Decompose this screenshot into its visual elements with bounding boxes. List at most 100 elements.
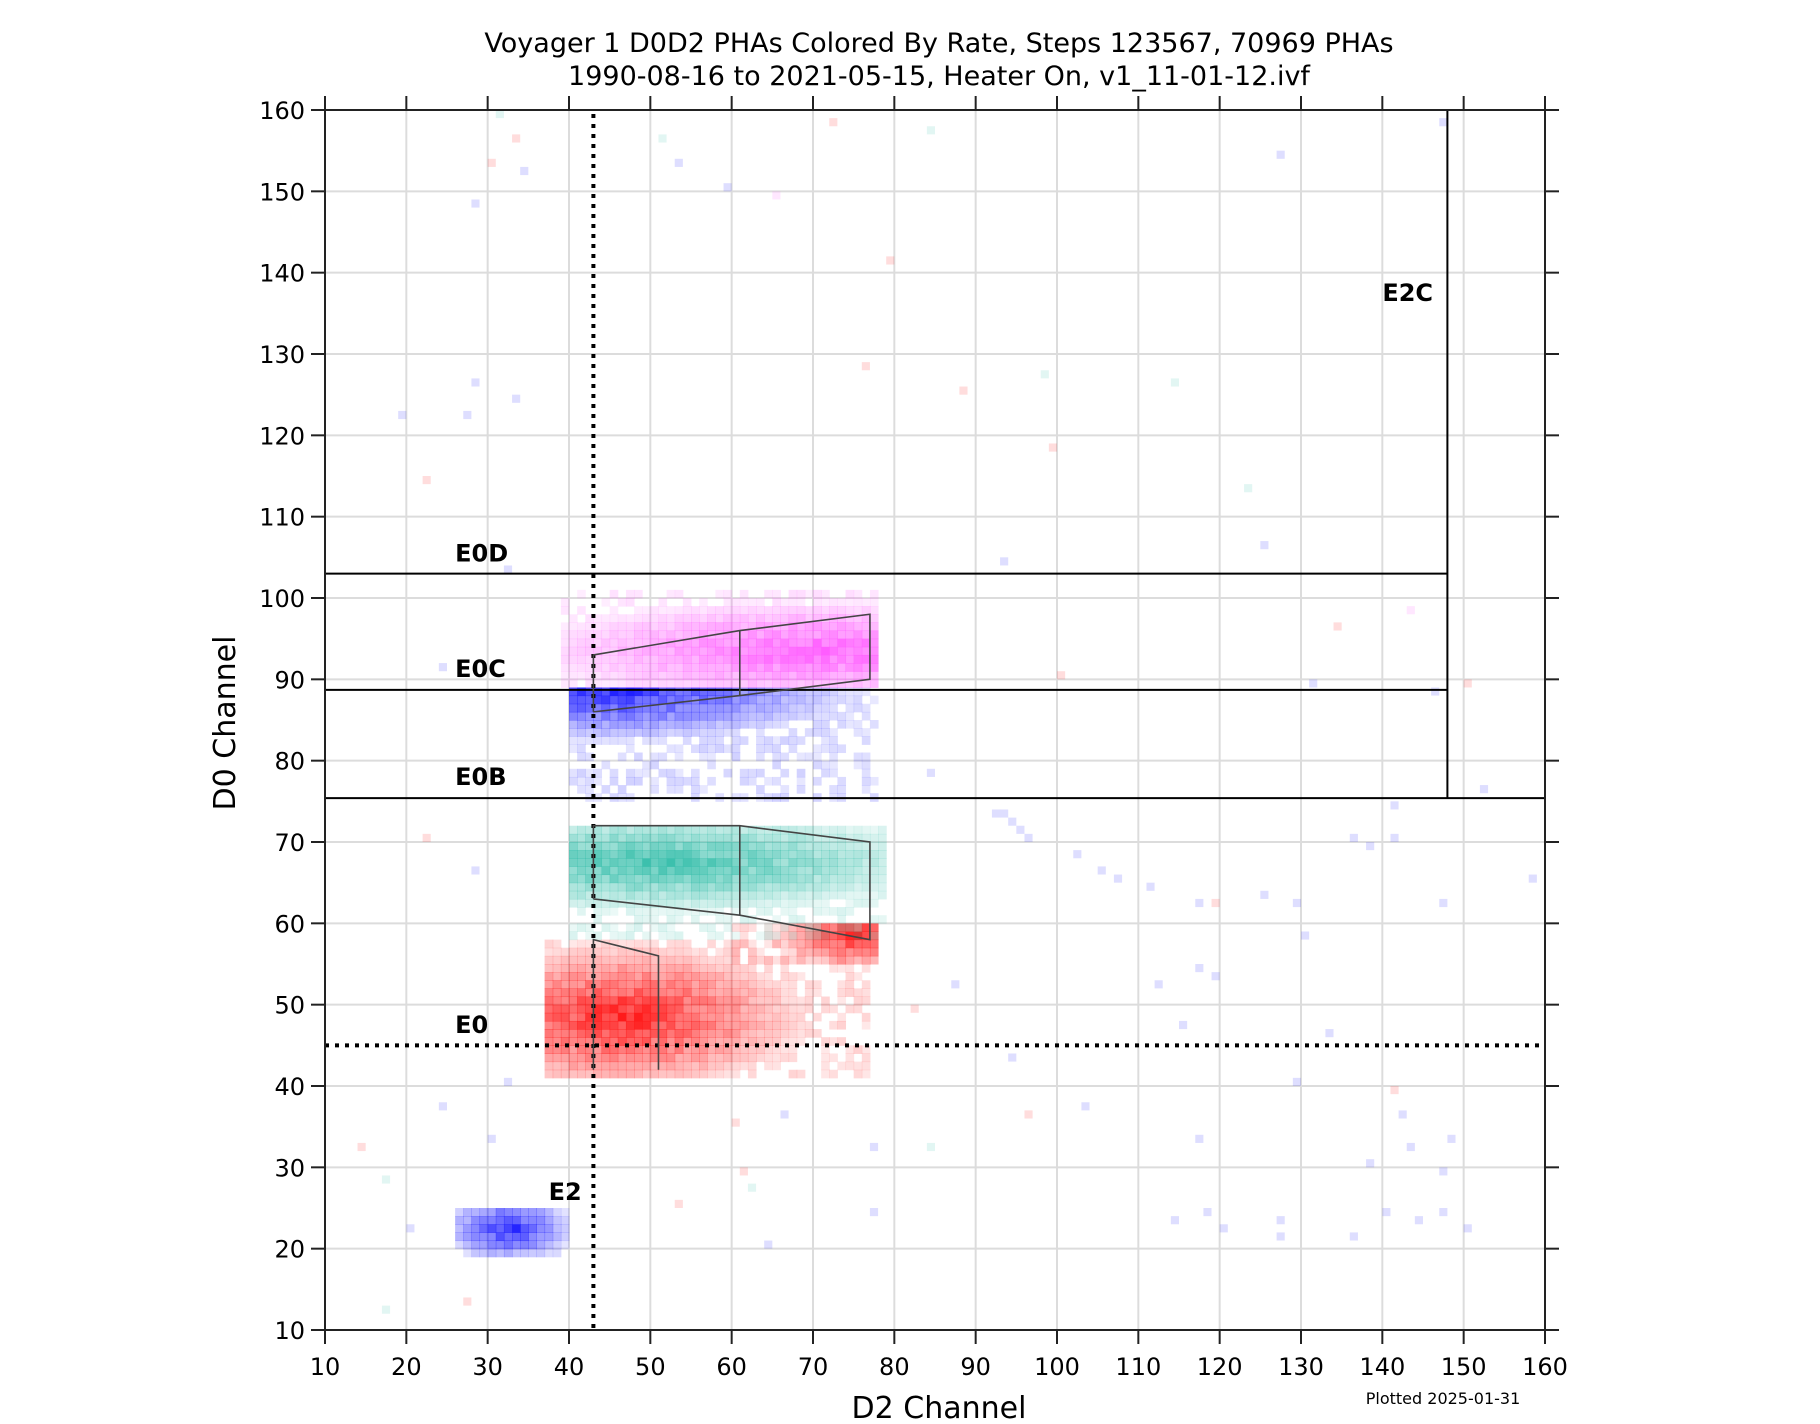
heatmap-cell <box>715 980 725 989</box>
scatter-cell <box>1170 1216 1179 1225</box>
heatmap-cell <box>577 630 586 640</box>
heatmap-cell <box>569 1053 578 1063</box>
heatmap-cell <box>569 890 578 900</box>
scatter-cell <box>1439 1208 1448 1217</box>
heatmap-cell <box>804 874 814 884</box>
heatmap-cell <box>780 955 790 965</box>
heatmap-cell <box>682 1004 692 1014</box>
heatmap-cell <box>796 947 806 957</box>
scatter-cell <box>869 1142 879 1152</box>
heatmap-cell <box>569 744 578 754</box>
heatmap-cell <box>577 638 586 648</box>
heatmap-cell <box>609 614 619 623</box>
heatmap-cell <box>853 866 863 876</box>
heatmap-cell <box>682 980 692 989</box>
heatmap-cell <box>601 842 611 851</box>
heatmap-cell <box>829 842 838 851</box>
heatmap-cell <box>813 874 822 884</box>
heatmap-cell <box>560 1053 570 1063</box>
heatmap-cell <box>634 915 643 924</box>
heatmap-cell <box>747 1069 757 1079</box>
heatmap-cell <box>601 947 611 957</box>
heatmap-cell <box>837 980 847 989</box>
heatmap-cell <box>666 776 676 786</box>
heatmap-cell <box>861 833 871 843</box>
scatter-cell <box>487 1134 496 1143</box>
heatmap-cell <box>471 1208 481 1217</box>
heatmap-cell <box>756 614 765 623</box>
heatmap-cell <box>869 646 879 656</box>
heatmap-cell <box>837 785 847 794</box>
heatmap-cell <box>658 890 668 900</box>
heatmap-cell <box>682 858 692 867</box>
heatmap-cell <box>715 850 725 859</box>
heatmap-cell <box>625 955 635 965</box>
heatmap-cell <box>837 866 847 876</box>
heatmap-cell <box>821 996 830 1006</box>
heatmap-cell <box>650 630 659 640</box>
heatmap-cell <box>682 736 692 745</box>
heatmap-cell <box>520 1208 529 1217</box>
heatmap-cell <box>821 654 830 664</box>
heatmap-cell <box>869 679 879 688</box>
heatmap-cell <box>699 1069 708 1079</box>
heatmap-cell <box>788 687 798 697</box>
heatmap-cell <box>658 646 668 656</box>
heatmap-cell <box>853 703 863 713</box>
heatmap-cell <box>756 646 765 656</box>
heatmap-cell <box>495 1248 505 1258</box>
heatmap-cell <box>747 842 757 851</box>
heatmap-cell <box>821 768 830 778</box>
heatmap-cell <box>853 833 863 843</box>
heatmap-cell <box>642 1053 651 1063</box>
heatmap-cell <box>715 630 725 640</box>
heatmap-cell <box>569 638 578 648</box>
heatmap-cell <box>666 980 676 989</box>
heatmap-cell <box>625 825 635 835</box>
heatmap-cell <box>536 1216 546 1225</box>
heatmap-cell <box>691 630 700 640</box>
heatmap-cell <box>601 720 611 729</box>
heatmap-cell <box>560 1069 570 1079</box>
heatmap-cell <box>796 890 806 900</box>
x-tick-label: 30 <box>472 1353 503 1381</box>
heatmap-cell <box>666 1029 676 1038</box>
heatmap-cell <box>772 711 781 721</box>
heatmap-cell <box>577 744 586 754</box>
heatmap-cell <box>813 638 822 648</box>
heatmap-cell <box>552 1053 562 1063</box>
y-tick-label: 50 <box>274 992 305 1020</box>
heatmap-cell <box>804 842 814 851</box>
heatmap-cell <box>569 972 578 981</box>
heatmap-cell <box>593 736 603 745</box>
heatmap-cell <box>544 1053 554 1063</box>
heatmap-cell <box>739 866 749 876</box>
heatmap-cell <box>601 907 611 916</box>
heatmap-cell <box>642 939 651 949</box>
heatmap-cell <box>593 898 603 908</box>
heatmap-cell <box>601 898 611 908</box>
plotted-date: Plotted 2025-01-31 <box>1366 1389 1521 1408</box>
heatmap-cell <box>796 622 806 632</box>
heatmap-cell <box>723 1029 733 1038</box>
scatter-cell <box>1406 606 1415 615</box>
heatmap-cell <box>552 988 562 998</box>
heatmap-cell <box>821 589 830 599</box>
heatmap-cell <box>739 671 749 680</box>
heatmap-cell <box>715 1069 725 1079</box>
heatmap-cell <box>650 679 659 688</box>
heatmap-cell <box>682 850 692 859</box>
heatmap-cell <box>650 614 659 623</box>
heatmap-cell <box>577 890 586 900</box>
heatmap-cell <box>682 622 692 632</box>
heatmap-cell <box>512 1224 521 1233</box>
heatmap-cell <box>552 955 562 965</box>
heatmap-cell <box>739 1053 749 1063</box>
heatmap-cell <box>650 842 659 851</box>
heatmap-cell <box>674 768 684 778</box>
heatmap-cell <box>634 622 643 632</box>
heatmap-cell <box>837 996 847 1006</box>
heatmap-cell <box>837 1061 847 1071</box>
heatmap-cell <box>593 972 603 981</box>
heatmap-cell <box>764 931 773 941</box>
